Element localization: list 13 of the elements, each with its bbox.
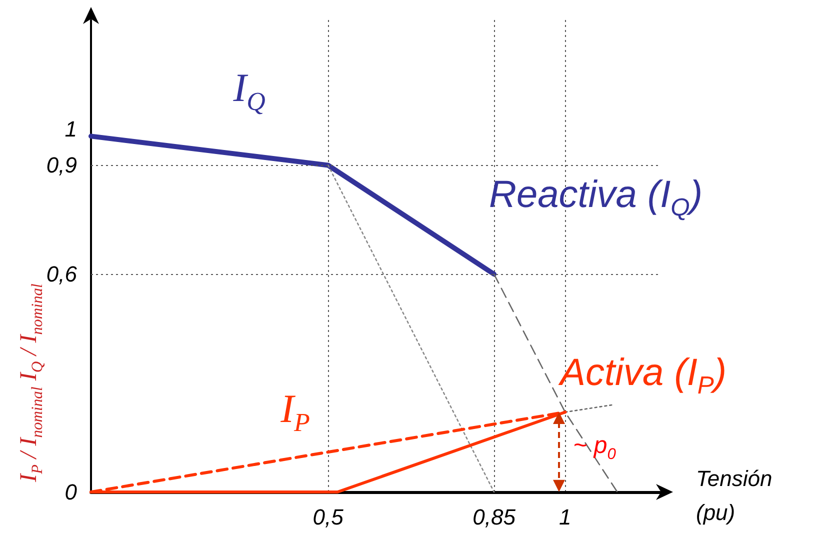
y-tick-label: 0 bbox=[64, 480, 78, 504]
x-axis-title: Tensión (pu) bbox=[696, 465, 774, 527]
y-tick-label: 0,9 bbox=[46, 152, 77, 178]
annotation: I$_{P}$ bbox=[280, 385, 310, 438]
annotation: I$_{Q}$ bbox=[233, 64, 266, 117]
x-tick-label: 1 bbox=[559, 504, 572, 530]
series-label: Reactiva (I$_{Q}$) bbox=[489, 174, 703, 223]
y-tick-label: 0,6 bbox=[46, 262, 78, 287]
x-tick-label: 0,85 bbox=[472, 504, 516, 530]
y-tick-label: 1 bbox=[64, 116, 77, 142]
annotation: ~ p$_{0}$ bbox=[573, 432, 616, 464]
series-label: Activa (I$_{P}$) bbox=[560, 352, 727, 401]
x-tick-label: 0,5 bbox=[312, 504, 344, 530]
